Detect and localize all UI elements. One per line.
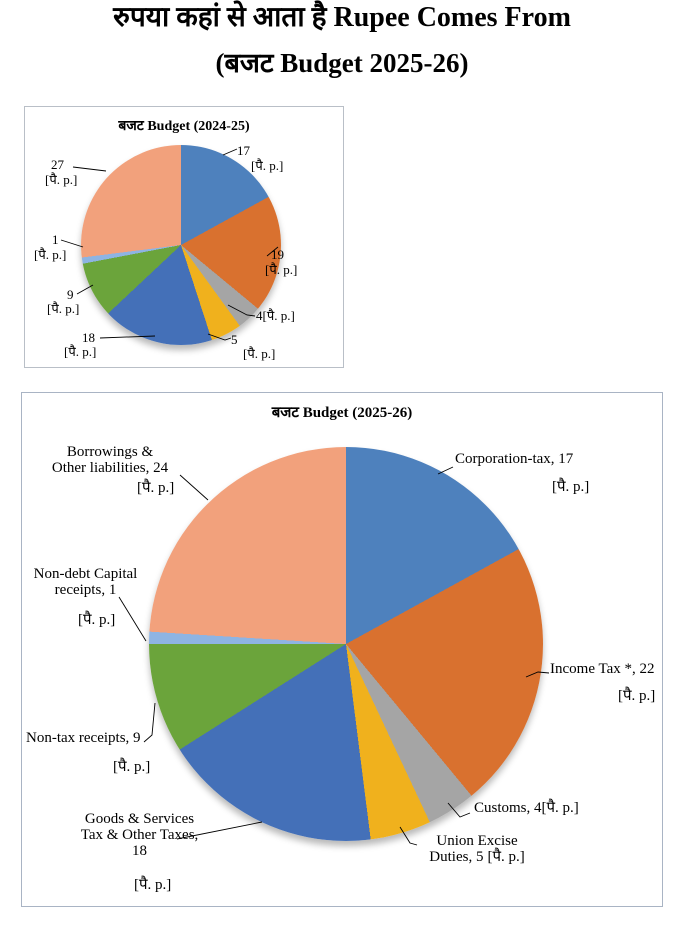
label-customs-unit: [पै. p.] [541, 800, 579, 816]
leader-line-17 [222, 148, 238, 156]
slice-label-17-unit: [पै. p.] [251, 158, 284, 173]
label-non-tax: Non-tax receipts, 9 [26, 730, 141, 746]
slice-label-9-value: 9 [67, 287, 74, 302]
slice-label-5-unit: [पै. p.] [243, 346, 276, 361]
chart-title-2025-26: बजट Budget (2025-26) [271, 405, 413, 421]
slice-label-9-unit: [पै. p.] [47, 301, 80, 316]
slice-label-27-unit: [पै. p.] [45, 172, 78, 187]
label-non-debt-unit: [पै. p.] [78, 612, 116, 628]
label-gst-line3: 18 [132, 843, 147, 860]
label-customs: Customs, 4[पै. p.] [474, 800, 579, 816]
label-corporation-tax: Corporation-tax, 17 [455, 451, 574, 467]
label-union-excise-line2: Duties, 5 [पै. p.] [429, 849, 525, 866]
label-corporation-tax-unit: [पै. p.] [552, 479, 590, 495]
chart-budget-2024-25: बजट Budget (2024-25) 17 [पै. p.] 19 [पै.… [24, 106, 344, 368]
label-union-excise-line1: Union Excise [436, 833, 518, 849]
label-gst-unit: [पै. p.] [134, 877, 172, 893]
label-gst-line2: Tax & Other Taxes, [80, 827, 199, 844]
label-gst: Goods & Services Tax & Other Taxes, 18 [62, 811, 217, 860]
chart-title-2024-25: बजट Budget (2024-25) [118, 119, 250, 134]
label-gst-line1: Goods & Services [84, 811, 195, 827]
label-income-tax-unit: [पै. p.] [618, 688, 656, 704]
label-union-excise: Union Excise Duties, 5 [पै. p.] [412, 833, 542, 865]
label-customs-text: Customs, 4 [474, 800, 542, 816]
label-non-debt-line2: receipts, 1 [54, 582, 117, 599]
slice-label-1-unit: [पै. p.] [34, 247, 67, 262]
slice-label-18-unit: [पै. p.] [64, 344, 97, 359]
leader-line-non-debt [118, 596, 147, 642]
slice-label-18-value: 18 [82, 330, 95, 345]
label-borrowings: Borrowings & Other liabilities, 24 [44, 444, 176, 476]
label-borrowings-line1: Borrowings & [66, 444, 154, 460]
label-union-excise-unit: [पै. p.] [487, 849, 525, 866]
slice-label-4: 4[पै. p.] [256, 308, 295, 323]
page-title-line2: (बजट Budget 2025-26) [215, 48, 469, 78]
slice-label-1-value: 1 [52, 232, 59, 247]
slice-label-5-value: 5 [231, 332, 238, 347]
leader-line-1 [60, 239, 84, 248]
leader-line-27 [72, 166, 107, 172]
slice-label-4-value: 4 [256, 308, 263, 323]
slice-label-17-value: 17 [237, 143, 250, 158]
label-non-debt-line1: Non-debt Capital [33, 566, 138, 582]
pie-2024-25 [81, 145, 281, 345]
page-title: रुपया कहां से आता है Rupee Comes From (ब… [0, 4, 684, 77]
label-borrowings-line2: Other liabilities, 24 [51, 460, 169, 477]
slice-label-19-unit: [पै. p.] [265, 262, 298, 277]
page-title-line1: रुपया कहां से आता है Rupee Comes From [113, 2, 571, 33]
label-borrowings-unit: [पै. p.] [137, 480, 175, 496]
label-non-debt: Non-debt Capital receipts, 1 [28, 566, 143, 598]
label-non-tax-unit: [पै. p.] [113, 759, 151, 775]
leader-line-borrowings [179, 474, 209, 501]
label-income-tax: Income Tax *, 22 [550, 661, 655, 677]
slice-label-4-unit: [पै. p.] [262, 308, 295, 323]
chart-budget-2025-26: बजट Budget (2025-26) Corporation-tax, 17… [21, 392, 663, 907]
pie-2025-26 [149, 447, 543, 841]
slice-label-19-value: 19 [271, 247, 284, 262]
slice-label-27-value: 27 [51, 157, 64, 172]
leader-line-non-tax [143, 702, 156, 743]
